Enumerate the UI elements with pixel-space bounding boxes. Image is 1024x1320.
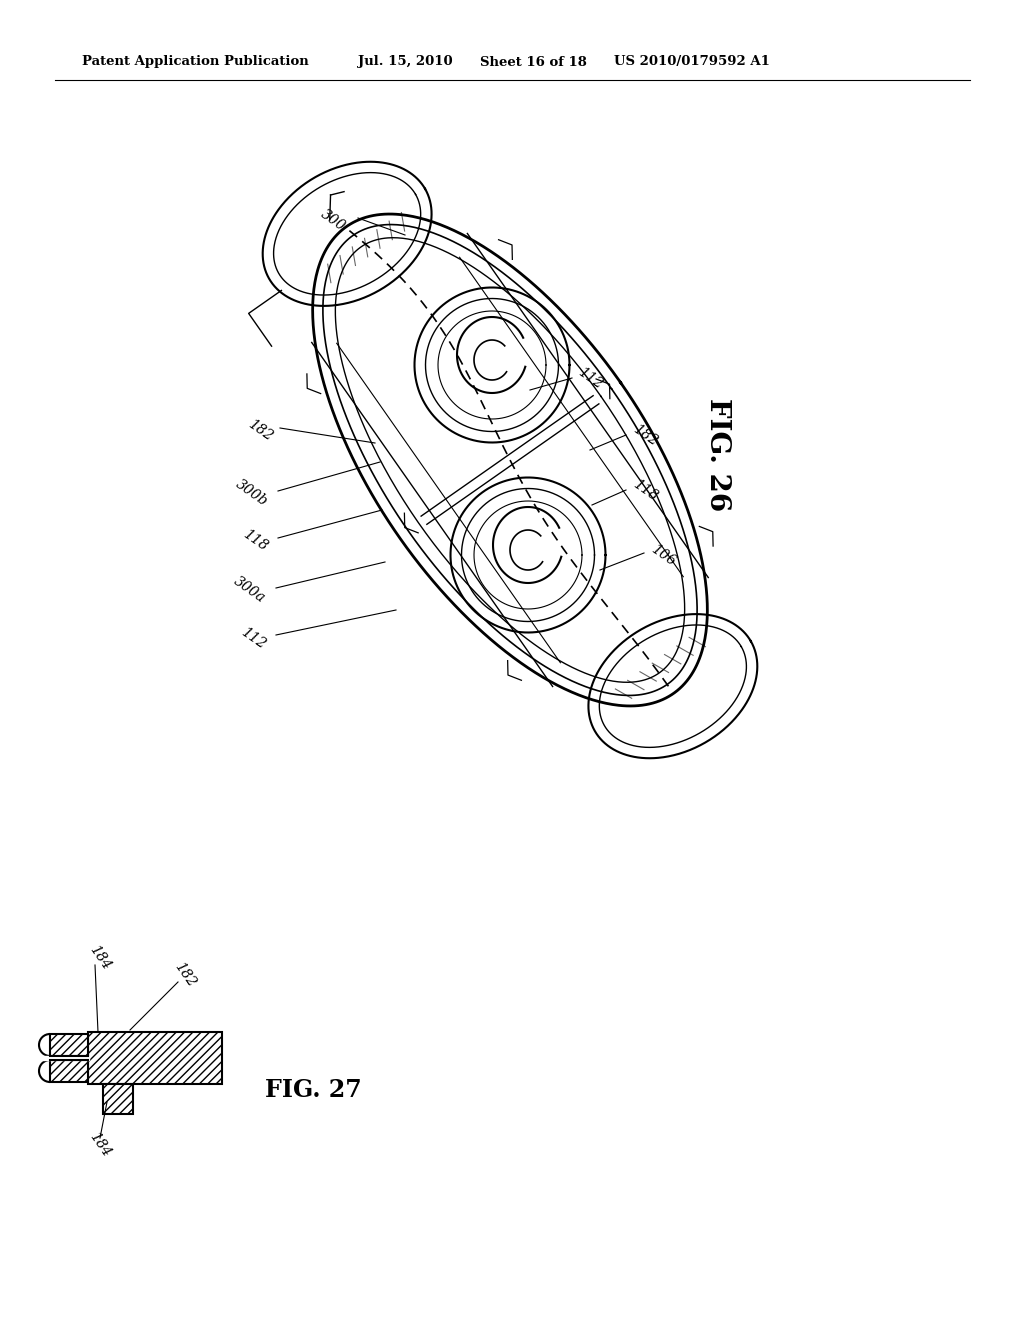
Polygon shape (88, 1032, 222, 1084)
Text: Jul. 15, 2010: Jul. 15, 2010 (358, 55, 453, 69)
Text: 112: 112 (575, 364, 605, 391)
Text: FIG. 26: FIG. 26 (705, 399, 731, 512)
Polygon shape (38, 1056, 89, 1060)
Polygon shape (103, 1084, 133, 1114)
Text: US 2010/0179592 A1: US 2010/0179592 A1 (614, 55, 770, 69)
Text: 300: 300 (318, 207, 348, 234)
Text: 300a: 300a (231, 574, 268, 606)
Text: 184: 184 (87, 942, 114, 973)
Text: 184: 184 (87, 1130, 114, 1160)
Text: 182: 182 (630, 421, 659, 449)
Polygon shape (50, 1060, 88, 1082)
Text: 106: 106 (648, 541, 678, 569)
Polygon shape (50, 1034, 88, 1056)
Text: 300b: 300b (232, 477, 270, 510)
Text: 182: 182 (245, 417, 275, 444)
Text: 182: 182 (172, 960, 199, 990)
Text: 118: 118 (630, 477, 659, 503)
Text: Sheet 16 of 18: Sheet 16 of 18 (480, 55, 587, 69)
Text: FIG. 27: FIG. 27 (265, 1078, 361, 1102)
Text: Patent Application Publication: Patent Application Publication (82, 55, 309, 69)
Text: 118: 118 (241, 527, 270, 553)
Text: 112: 112 (239, 624, 268, 651)
